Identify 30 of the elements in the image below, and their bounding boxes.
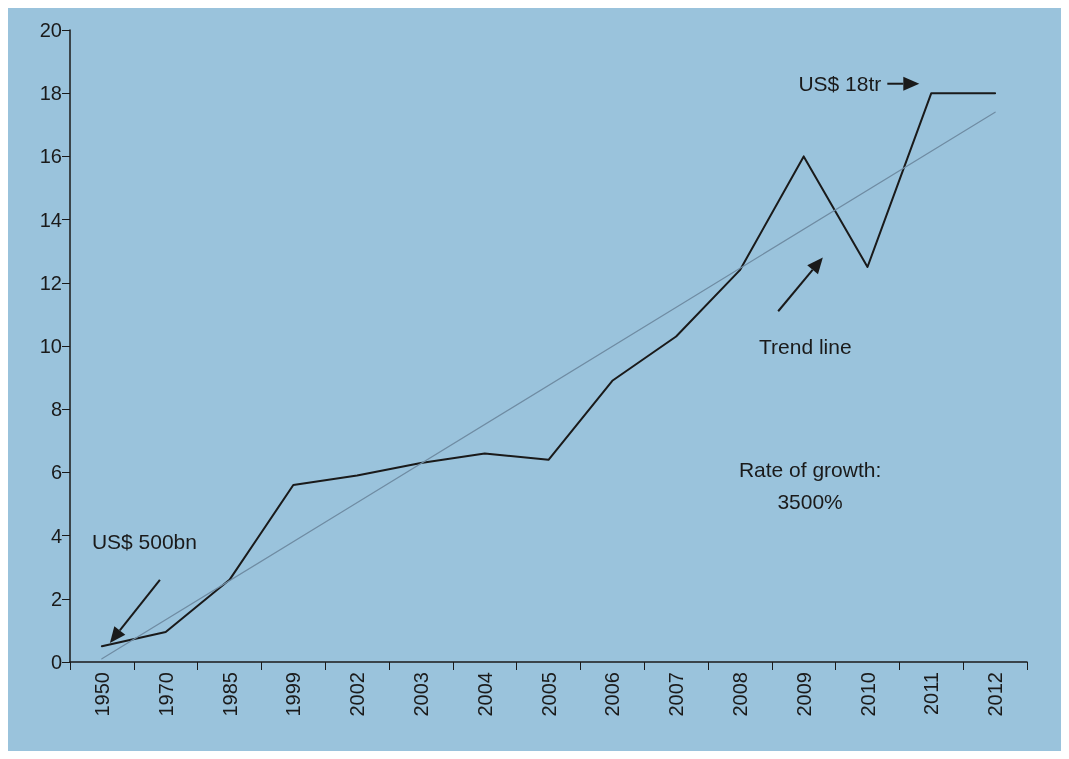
y-tick-label: 12 bbox=[39, 271, 62, 294]
x-tick-label: 1970 bbox=[154, 672, 177, 717]
x-tick-label: 2005 bbox=[537, 672, 560, 717]
x-tick-label: 2010 bbox=[856, 672, 879, 717]
x-tick-label: 2006 bbox=[601, 672, 624, 717]
x-tick-label: 1985 bbox=[218, 672, 241, 717]
x-tick-label: 2008 bbox=[728, 672, 751, 717]
y-tick-label: 0 bbox=[50, 651, 62, 673]
annotation: US$ 500bn bbox=[91, 530, 197, 554]
y-tick-label: 8 bbox=[50, 398, 62, 421]
x-tick-label: 2002 bbox=[346, 672, 369, 717]
y-tick-label: 4 bbox=[50, 524, 62, 547]
y-tick-label: 10 bbox=[39, 335, 62, 357]
y-tick-label: 18 bbox=[39, 82, 62, 105]
x-tick-label: 1950 bbox=[90, 672, 113, 717]
x-tick-label: 2004 bbox=[473, 672, 496, 717]
y-tick-label: 2 bbox=[50, 587, 62, 610]
y-tick-label: 14 bbox=[39, 208, 62, 231]
y-tick-label: 6 bbox=[50, 461, 62, 484]
x-tick-label: 2011 bbox=[920, 672, 943, 716]
x-tick-label: 2003 bbox=[409, 672, 432, 717]
x-tick-label: 2012 bbox=[984, 672, 1007, 717]
annotation: Rate of growth: 3500% bbox=[738, 457, 882, 513]
y-tick-label: 20 bbox=[39, 19, 62, 41]
y-tick-label: 16 bbox=[39, 145, 62, 168]
x-tick-label: 1999 bbox=[282, 672, 305, 717]
x-tick-label: 2009 bbox=[792, 672, 815, 717]
annotation: US$ 18tr bbox=[798, 72, 882, 96]
x-tick-label: 2007 bbox=[665, 672, 688, 717]
text: Trend line bbox=[759, 334, 852, 358]
